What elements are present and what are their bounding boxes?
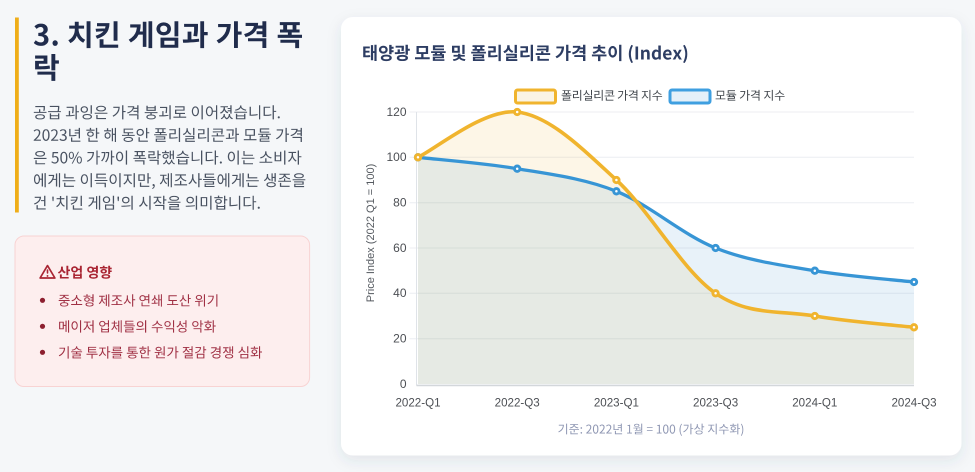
svg-text:2023-Q3: 2023-Q3 [693,396,738,409]
svg-text:2022-Q3: 2022-Q3 [495,396,540,409]
svg-text:2023-Q1: 2023-Q1 [594,396,639,409]
svg-text:20: 20 [393,332,407,346]
svg-text:2024-Q3: 2024-Q3 [891,396,936,409]
svg-text:2024-Q1: 2024-Q1 [792,396,837,409]
svg-text:40: 40 [393,286,407,300]
svg-text:0: 0 [400,377,407,391]
svg-text:120: 120 [386,105,406,119]
svg-text:2022-Q1: 2022-Q1 [395,396,440,409]
svg-text:60: 60 [393,241,407,255]
svg-text:100: 100 [386,150,406,164]
svg-text:80: 80 [393,196,407,210]
svg-text:Price Index (2022 Q1 = 100): Price Index (2022 Q1 = 100) [365,164,377,303]
